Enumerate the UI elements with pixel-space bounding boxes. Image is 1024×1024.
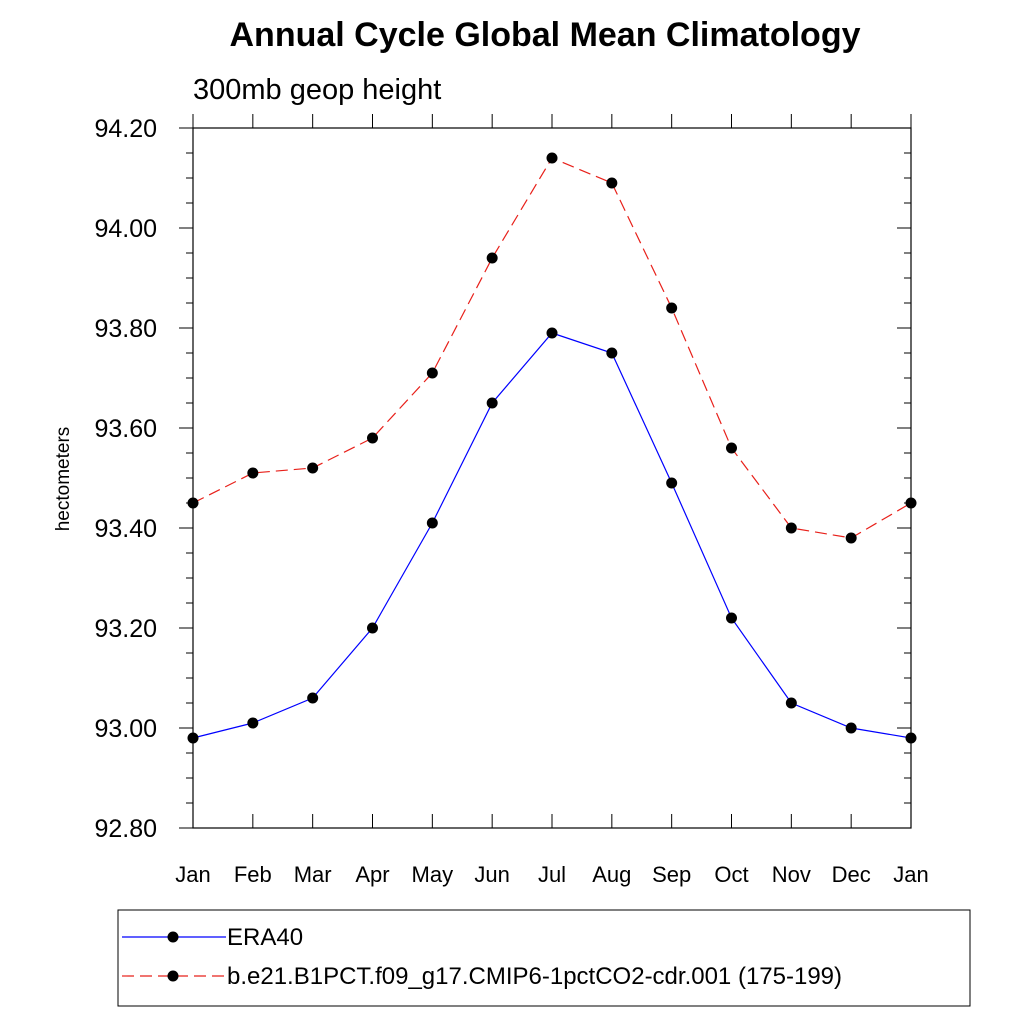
- plot-frame: [192, 127, 912, 829]
- data-point-series-2: [905, 497, 917, 509]
- data-point-series-1: [307, 692, 319, 704]
- data-point-series-2: [247, 467, 259, 479]
- data-point-series-1: [367, 622, 378, 634]
- x-tick-label: Jul: [538, 862, 566, 887]
- data-point-series-2: [666, 302, 678, 314]
- data-point-series-1: [187, 732, 199, 744]
- y-tick-label: 94.00: [94, 215, 157, 243]
- legend-box: [117, 909, 971, 1007]
- legend-label-1: ERA40: [227, 924, 303, 951]
- series-line-2: [192, 157, 912, 539]
- x-tick-label: Jun: [474, 862, 509, 887]
- legend-marker-2: [167, 970, 179, 982]
- x-tick-label: Aug: [592, 862, 631, 887]
- data-point-series-2: [606, 177, 618, 189]
- data-point-series-1: [426, 517, 438, 529]
- y-axis-label: hectometers: [53, 427, 74, 532]
- data-point-series-1: [905, 732, 917, 744]
- chart-title: Annual Cycle Global Mean Climatology: [230, 16, 861, 54]
- y-tick-label: 93.40: [94, 515, 157, 543]
- data-point-series-2: [486, 252, 498, 264]
- legend-marker-1: [167, 931, 179, 943]
- x-tick-label: Feb: [234, 862, 272, 887]
- x-tick-label: Jan: [893, 862, 928, 887]
- data-point-series-2: [546, 152, 558, 164]
- x-tick-label: Sep: [652, 862, 691, 887]
- y-tick-label: 93.60: [94, 415, 157, 443]
- data-point-series-2: [726, 442, 737, 454]
- data-point-series-2: [785, 522, 797, 534]
- data-point-series-1: [546, 327, 558, 339]
- x-tick-label: May: [412, 862, 454, 887]
- x-tick-label: Dec: [832, 862, 871, 887]
- chart-subtitle: 300mb geop height: [193, 74, 441, 106]
- data-point-series-2: [845, 532, 857, 544]
- y-tick-label: 93.20: [94, 615, 157, 643]
- data-point-series-1: [606, 347, 618, 359]
- x-tick-label: Mar: [294, 862, 332, 887]
- y-tick-label: 93.00: [94, 715, 157, 743]
- x-tick-label: Apr: [355, 862, 389, 887]
- data-point-series-2: [367, 432, 378, 444]
- y-tick-label: 93.80: [94, 315, 157, 343]
- series-layer: [187, 152, 917, 744]
- legend: ERA40 b.e21.B1PCT.f09_g17.CMIP6-1pctCO2-c…: [122, 924, 842, 990]
- data-point-series-1: [666, 477, 678, 489]
- x-tick-label: Jan: [175, 862, 210, 887]
- x-tick-label: Nov: [772, 862, 811, 887]
- y-tick-label: 94.20: [94, 115, 157, 143]
- legend-label-2: b.e21.B1PCT.f09_g17.CMIP6-1pctCO2-cdr.00…: [227, 963, 842, 990]
- data-point-series-2: [426, 367, 438, 379]
- data-point-series-1: [486, 397, 498, 409]
- data-point-series-2: [187, 497, 199, 509]
- data-point-series-1: [247, 717, 259, 729]
- x-tick-label: Oct: [714, 862, 748, 887]
- data-point-series-1: [845, 722, 857, 734]
- data-point-series-1: [726, 612, 737, 624]
- data-point-series-2: [307, 462, 319, 474]
- series-line-1: [192, 332, 912, 739]
- data-point-series-1: [785, 697, 797, 709]
- axes-layer: 92.80 93.00 93.20 93.40 93.60 93.80 94.00 94.20…: [94, 114, 929, 887]
- y-tick-label: 92.80: [94, 815, 157, 843]
